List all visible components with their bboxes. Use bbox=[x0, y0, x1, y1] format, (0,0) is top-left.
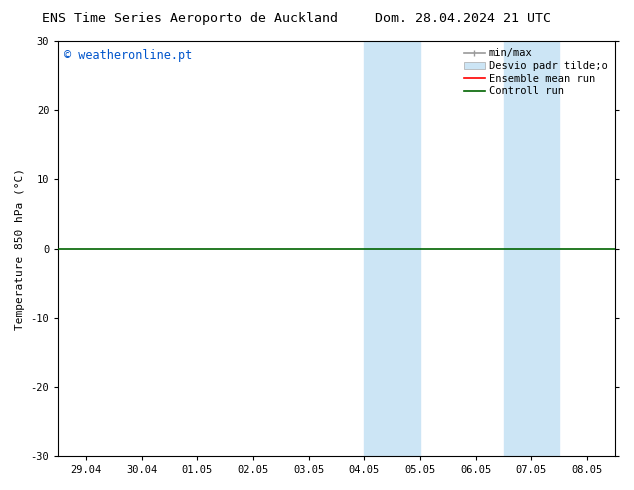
Bar bbox=[365, 41, 392, 456]
Bar bbox=[392, 41, 420, 456]
Bar bbox=[503, 41, 531, 456]
Text: Dom. 28.04.2024 21 UTC: Dom. 28.04.2024 21 UTC bbox=[375, 12, 551, 25]
Legend: min/max, Desvio padr tilde;o, Ensemble mean run, Controll run: min/max, Desvio padr tilde;o, Ensemble m… bbox=[462, 46, 610, 98]
Text: ENS Time Series Aeroporto de Auckland: ENS Time Series Aeroporto de Auckland bbox=[42, 12, 338, 25]
Bar bbox=[531, 41, 559, 456]
Text: © weatheronline.pt: © weatheronline.pt bbox=[64, 49, 192, 62]
Y-axis label: Temperature 850 hPa (°C): Temperature 850 hPa (°C) bbox=[15, 168, 25, 329]
